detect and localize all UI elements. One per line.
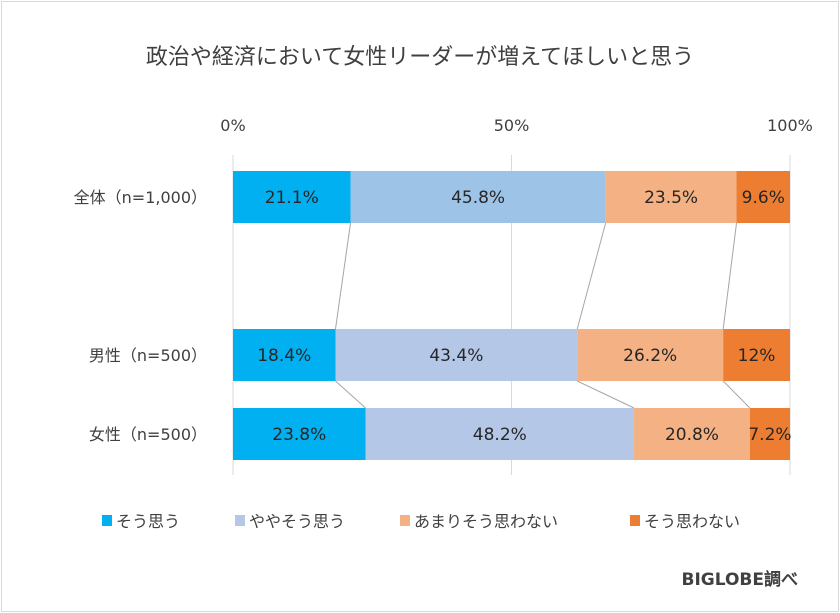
- series-line: [576, 222, 607, 330]
- data-label: 21.1%: [265, 188, 319, 208]
- bar-segment: [577, 329, 724, 381]
- bar-segment: [233, 171, 351, 223]
- series-line: [334, 222, 352, 330]
- bar-segment: [365, 408, 635, 460]
- legend-label: ややそう思う: [249, 512, 345, 531]
- data-label: 45.8%: [451, 188, 505, 208]
- x-tick-label: 100%: [767, 116, 813, 135]
- x-tick-labels: 0% 50% 100%: [220, 116, 813, 135]
- bar-segment: [335, 329, 578, 381]
- chart-title: 政治や経済において女性リーダーが増えてほしいと思う: [146, 45, 694, 70]
- x-tick-label: 50%: [494, 116, 530, 135]
- category-label: 全体（n=1,000）: [74, 188, 207, 207]
- legend-label: あまりそう思わない: [414, 512, 558, 531]
- legend-swatch: [400, 515, 410, 526]
- legend-swatch: [102, 515, 112, 526]
- series-line: [335, 380, 366, 409]
- legend-swatch: [235, 515, 245, 526]
- bar-segment: [233, 329, 336, 381]
- bars: 21.1% 45.8% 23.5% 9.6% 18.4% 43.4% 26.2% 12% 23.…: [233, 171, 792, 460]
- bar-segment: [736, 171, 790, 223]
- series-line: [722, 380, 751, 409]
- data-label: 20.8%: [665, 425, 719, 445]
- category-label: 女性（n=500）: [89, 425, 207, 444]
- legend-swatch: [630, 515, 640, 526]
- category-label: 男性（n=500）: [89, 346, 207, 365]
- series-line: [722, 222, 738, 330]
- category-labels: 全体（n=1,000） 男性（n=500） 女性（n=500）: [74, 188, 207, 444]
- data-label: 43.4%: [429, 346, 483, 366]
- legend: そう思う ややそう思う あまりそう思わない そう思わない: [102, 512, 740, 531]
- legend-label: そう思う: [116, 512, 180, 531]
- x-tick-label: 0%: [220, 116, 245, 135]
- data-label: 18.4%: [257, 346, 311, 366]
- bar-segment: [605, 171, 737, 223]
- legend-label: そう思わない: [644, 512, 740, 531]
- bar-segment: [749, 408, 790, 460]
- data-label: 12%: [738, 346, 776, 366]
- data-label: 48.2%: [473, 425, 527, 445]
- bar-segment: [634, 408, 750, 460]
- data-label: 23.8%: [272, 425, 326, 445]
- source-note: BIGLOBE調べ: [682, 569, 799, 590]
- series-line: [577, 380, 635, 409]
- data-label: 23.5%: [644, 188, 698, 208]
- data-label: 7.2%: [748, 425, 791, 445]
- data-label: 26.2%: [623, 346, 677, 366]
- series-lines: [334, 222, 751, 409]
- bar-segment: [723, 329, 790, 381]
- data-label: 9.6%: [742, 188, 785, 208]
- bar-segment: [233, 408, 366, 460]
- bar-segment: [350, 171, 606, 223]
